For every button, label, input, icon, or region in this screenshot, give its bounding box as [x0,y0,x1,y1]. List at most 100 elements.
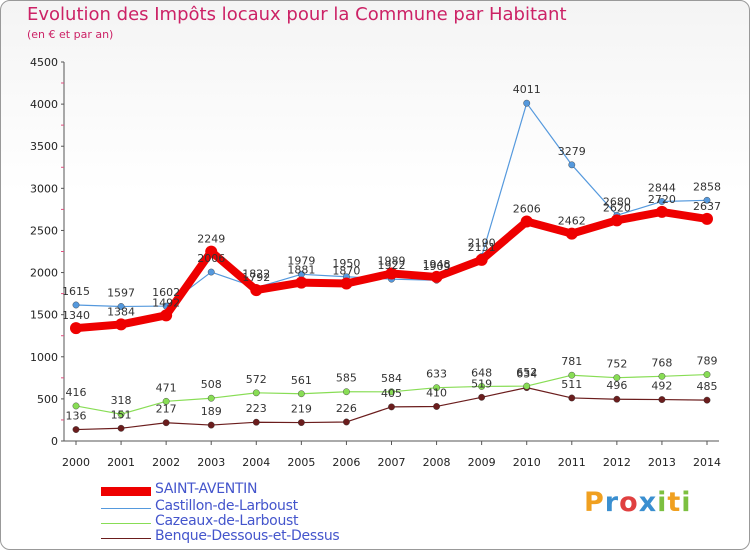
data-label: 471 [156,381,177,394]
data-label: 634 [516,368,537,381]
data-point [252,418,260,426]
y-tick-label: 2000 [30,267,58,280]
legend-label: Benque-Dessous-et-Dessus [155,528,340,544]
data-point [250,284,263,297]
legend-swatch [101,487,151,496]
data-point [117,410,125,418]
data-point [703,396,711,404]
data-label: 1602 [152,286,180,299]
y-tick-label: 1500 [30,309,58,322]
data-point [205,245,218,258]
data-label: 2606 [513,203,541,216]
data-label: 2620 [603,201,631,214]
x-tick-label: 2012 [603,456,631,469]
data-label: 136 [66,410,87,423]
logo-letter: i [681,487,692,518]
data-label: 151 [111,408,132,421]
x-tick-label: 2014 [693,456,721,469]
logo-letter: t [667,487,682,518]
data-point [433,384,440,392]
y-tick-label: 3000 [30,182,58,195]
data-point [658,396,666,403]
data-point [568,371,576,379]
data-point [297,390,305,398]
data-point [433,403,440,410]
data-point [523,382,531,390]
proxiti-logo: Proxiti [584,487,692,518]
data-point [162,419,170,427]
data-point [340,277,353,290]
data-label: 496 [606,379,627,392]
data-point [520,215,533,228]
x-tick-label: 2013 [648,456,676,469]
data-point [703,196,711,204]
data-point [207,421,215,429]
x-tick-label: 2010 [513,456,541,469]
data-label: 1979 [287,254,315,267]
logo-letter: r [604,487,620,518]
data-label: 1909 [423,260,451,273]
logo-letter: o [619,487,639,518]
data-label: 223 [246,402,267,415]
data-label: 2680 [603,195,631,208]
data-label: 584 [381,372,402,385]
y-tick-label: 3500 [30,140,58,153]
data-point [72,402,80,410]
x-tick-label: 2001 [107,456,135,469]
data-label: 789 [697,355,718,368]
data-point [207,268,215,276]
legend-swatch [101,538,151,539]
data-label: 1822 [242,268,270,281]
data-point [568,394,576,402]
data-point [207,394,215,402]
data-label: 2720 [648,193,676,206]
data-label: 1950 [332,257,360,270]
data-point [568,161,576,169]
x-tick-label: 2005 [287,456,315,469]
x-tick-label: 2011 [558,456,586,469]
x-tick-label: 2009 [468,456,496,469]
x-tick-label: 2000 [62,456,90,469]
data-label: 3279 [558,145,586,158]
x-tick-label: 2004 [242,456,270,469]
data-point [610,214,623,227]
data-point [72,426,80,433]
data-label: 2858 [693,180,721,193]
data-label: 2190 [468,237,496,250]
y-tick-label: 0 [51,435,58,448]
x-tick-label: 2007 [378,456,406,469]
data-point [565,227,578,240]
data-point [655,205,668,218]
data-label: 752 [606,358,627,371]
y-tick-label: 500 [37,393,58,406]
data-point [523,99,531,107]
data-point [160,309,173,322]
logo-letter: x [638,487,658,518]
x-tick-label: 2006 [332,456,360,469]
data-label: 1989 [378,254,406,267]
x-tick-label: 2008 [423,456,451,469]
data-point [478,393,486,401]
y-tick-label: 4500 [30,56,58,69]
data-label: 572 [246,373,267,386]
data-point [70,322,82,335]
data-point [658,372,666,380]
legend-label: Castillon-de-Larboust [155,498,298,514]
data-label: 519 [471,377,492,390]
data-label: 2249 [197,233,225,246]
data-label: 1384 [107,305,135,318]
data-label: 2462 [558,215,586,228]
data-label: 485 [697,380,718,393]
data-label: 511 [561,378,582,391]
data-point [388,388,395,396]
data-label: 1492 [152,296,180,309]
data-point [388,403,395,411]
data-label: 410 [426,386,447,399]
y-tick-label: 4000 [30,98,58,111]
data-point [297,419,305,426]
data-label: 768 [651,356,672,369]
logo-letter: i [657,487,668,518]
data-point [343,418,350,426]
